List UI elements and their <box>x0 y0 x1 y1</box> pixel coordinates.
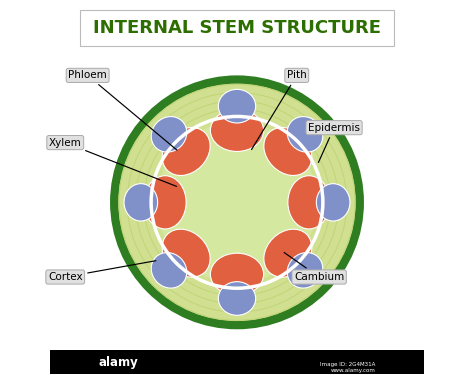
Ellipse shape <box>288 176 330 229</box>
Ellipse shape <box>124 184 158 221</box>
Circle shape <box>157 122 317 283</box>
Text: Image ID: 2G4M31A
www.alamy.com: Image ID: 2G4M31A www.alamy.com <box>320 362 375 373</box>
Text: Cambium: Cambium <box>284 252 344 282</box>
Ellipse shape <box>162 128 210 176</box>
Ellipse shape <box>316 184 350 221</box>
Ellipse shape <box>264 229 312 277</box>
Circle shape <box>118 84 356 321</box>
Ellipse shape <box>151 117 187 152</box>
Ellipse shape <box>144 176 186 229</box>
Bar <box>50 350 424 374</box>
Circle shape <box>110 75 364 329</box>
Ellipse shape <box>264 128 312 176</box>
Ellipse shape <box>162 229 210 277</box>
Text: Phloem: Phloem <box>68 70 177 150</box>
Ellipse shape <box>287 253 323 288</box>
Ellipse shape <box>219 282 255 315</box>
Text: INTERNAL STEM STRUCTURE: INTERNAL STEM STRUCTURE <box>93 19 381 37</box>
Text: alamy: alamy <box>99 356 138 369</box>
Text: Cortex: Cortex <box>48 261 156 282</box>
Ellipse shape <box>287 117 323 152</box>
FancyBboxPatch shape <box>80 10 394 45</box>
Ellipse shape <box>151 253 187 288</box>
Ellipse shape <box>210 110 264 152</box>
Ellipse shape <box>210 253 264 295</box>
Text: Xylem: Xylem <box>49 138 176 186</box>
Text: Pith: Pith <box>252 70 307 150</box>
Text: Epidermis: Epidermis <box>308 123 360 162</box>
Ellipse shape <box>219 89 255 123</box>
